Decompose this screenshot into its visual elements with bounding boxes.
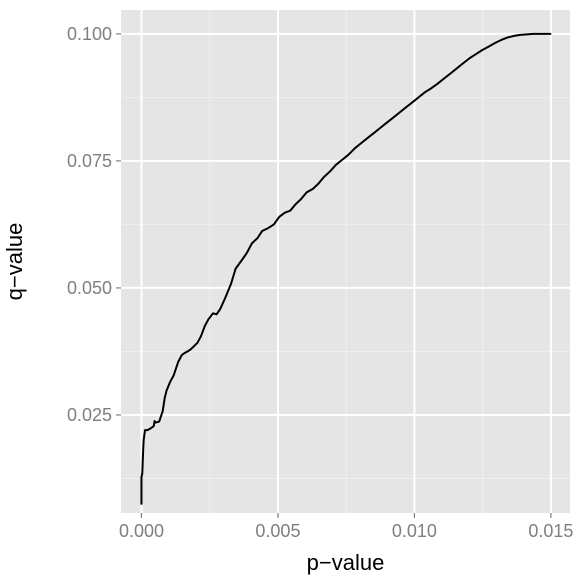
y-axis: 0.025 0.050 0.075 0.100 (67, 24, 121, 425)
y-tick-label: 0.075 (67, 151, 112, 171)
x-tick-label: 0.000 (119, 521, 164, 541)
x-tick-label: 0.010 (392, 521, 437, 541)
y-tick-label: 0.100 (67, 24, 112, 44)
x-tick-label: 0.015 (528, 521, 573, 541)
y-tick-label: 0.025 (67, 405, 112, 425)
minor-gridlines (121, 10, 570, 513)
y-axis-title: q−value (2, 223, 27, 301)
series-line (140, 32, 552, 505)
major-gridlines (121, 10, 570, 513)
x-axis: 0.000 0.005 0.010 0.015 (119, 513, 573, 541)
x-tick-label: 0.005 (255, 521, 300, 541)
plot-panel (121, 10, 570, 513)
y-tick-label: 0.050 (67, 278, 112, 298)
x-axis-title: p−value (307, 550, 385, 575)
